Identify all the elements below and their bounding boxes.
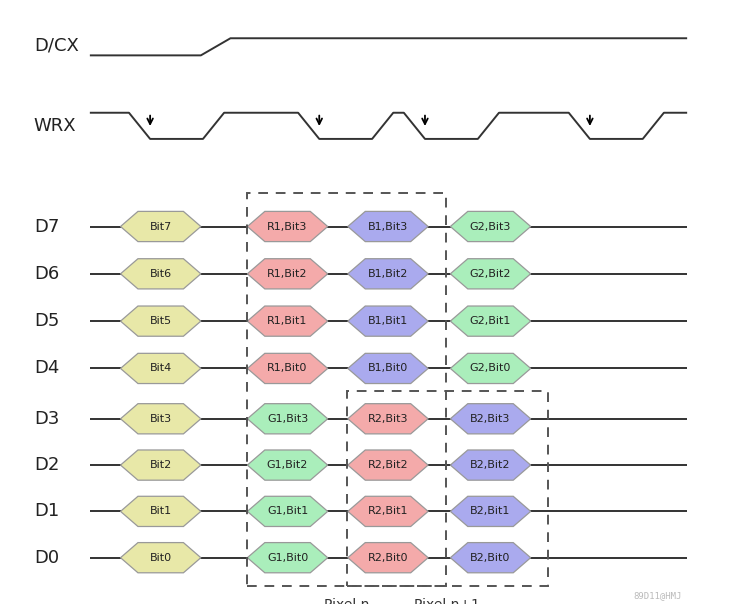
Polygon shape bbox=[348, 542, 428, 573]
Polygon shape bbox=[451, 496, 531, 527]
Polygon shape bbox=[348, 403, 428, 434]
Text: D1: D1 bbox=[34, 503, 59, 521]
Text: D4: D4 bbox=[34, 359, 59, 378]
Polygon shape bbox=[121, 496, 201, 527]
Polygon shape bbox=[348, 211, 428, 242]
Text: 89D11@HMJ: 89D11@HMJ bbox=[633, 591, 682, 600]
Text: B1,Bit2: B1,Bit2 bbox=[368, 269, 408, 279]
Text: G2,Bit0: G2,Bit0 bbox=[470, 364, 511, 373]
Text: R2,Bit1: R2,Bit1 bbox=[368, 506, 408, 516]
Polygon shape bbox=[247, 259, 328, 289]
Text: D6: D6 bbox=[34, 265, 59, 283]
Polygon shape bbox=[121, 450, 201, 480]
Polygon shape bbox=[247, 450, 328, 480]
Text: D5: D5 bbox=[34, 312, 59, 330]
Bar bbox=[347, 391, 548, 586]
Text: G2,Bit1: G2,Bit1 bbox=[470, 316, 511, 326]
Text: Bit1: Bit1 bbox=[149, 506, 172, 516]
Text: B2,Bit3: B2,Bit3 bbox=[471, 414, 511, 424]
Text: Pixel n: Pixel n bbox=[324, 598, 369, 604]
Text: Pixel n+1: Pixel n+1 bbox=[414, 598, 480, 604]
Polygon shape bbox=[121, 542, 201, 573]
Polygon shape bbox=[348, 353, 428, 384]
Polygon shape bbox=[247, 353, 328, 384]
Polygon shape bbox=[121, 353, 201, 384]
Polygon shape bbox=[121, 259, 201, 289]
Text: Bit4: Bit4 bbox=[149, 364, 172, 373]
Polygon shape bbox=[451, 403, 531, 434]
Text: G1,Bit2: G1,Bit2 bbox=[267, 460, 309, 470]
Polygon shape bbox=[348, 496, 428, 527]
Text: Bit6: Bit6 bbox=[149, 269, 172, 279]
Polygon shape bbox=[121, 306, 201, 336]
Text: Bit5: Bit5 bbox=[149, 316, 172, 326]
Text: B2,Bit0: B2,Bit0 bbox=[471, 553, 511, 563]
Polygon shape bbox=[348, 306, 428, 336]
Polygon shape bbox=[451, 211, 531, 242]
Polygon shape bbox=[247, 211, 328, 242]
Text: D7: D7 bbox=[34, 217, 59, 236]
Text: G2,Bit2: G2,Bit2 bbox=[470, 269, 511, 279]
Polygon shape bbox=[247, 306, 328, 336]
Text: G1,Bit1: G1,Bit1 bbox=[267, 506, 308, 516]
Text: R1,Bit1: R1,Bit1 bbox=[267, 316, 308, 326]
Text: B1,Bit0: B1,Bit0 bbox=[368, 364, 408, 373]
Text: G2,Bit3: G2,Bit3 bbox=[470, 222, 511, 231]
Polygon shape bbox=[247, 403, 328, 434]
Text: G1,Bit3: G1,Bit3 bbox=[267, 414, 308, 424]
Text: Bit7: Bit7 bbox=[149, 222, 172, 231]
Text: D0: D0 bbox=[34, 548, 59, 567]
Text: R1,Bit0: R1,Bit0 bbox=[267, 364, 308, 373]
Polygon shape bbox=[451, 259, 531, 289]
Text: Bit3: Bit3 bbox=[149, 414, 172, 424]
Text: R1,Bit3: R1,Bit3 bbox=[267, 222, 308, 231]
Polygon shape bbox=[348, 450, 428, 480]
Text: R1,Bit2: R1,Bit2 bbox=[267, 269, 308, 279]
Text: Bit0: Bit0 bbox=[149, 553, 172, 563]
Polygon shape bbox=[451, 542, 531, 573]
Bar bbox=[247, 193, 446, 586]
Text: D/CX: D/CX bbox=[34, 36, 78, 54]
Polygon shape bbox=[121, 403, 201, 434]
Text: R2,Bit2: R2,Bit2 bbox=[368, 460, 408, 470]
Text: G1,Bit0: G1,Bit0 bbox=[267, 553, 308, 563]
Text: B1,Bit3: B1,Bit3 bbox=[368, 222, 408, 231]
Text: D3: D3 bbox=[34, 410, 59, 428]
Text: B1,Bit1: B1,Bit1 bbox=[368, 316, 408, 326]
Text: B2,Bit2: B2,Bit2 bbox=[470, 460, 511, 470]
Text: D2: D2 bbox=[34, 456, 59, 474]
Polygon shape bbox=[247, 496, 328, 527]
Text: B2,Bit1: B2,Bit1 bbox=[471, 506, 511, 516]
Text: R2,Bit3: R2,Bit3 bbox=[368, 414, 408, 424]
Polygon shape bbox=[451, 306, 531, 336]
Text: WRX: WRX bbox=[34, 117, 76, 135]
Text: R2,Bit0: R2,Bit0 bbox=[368, 553, 408, 563]
Polygon shape bbox=[451, 353, 531, 384]
Polygon shape bbox=[348, 259, 428, 289]
Text: Bit2: Bit2 bbox=[149, 460, 172, 470]
Polygon shape bbox=[451, 450, 531, 480]
Polygon shape bbox=[247, 542, 328, 573]
Polygon shape bbox=[121, 211, 201, 242]
